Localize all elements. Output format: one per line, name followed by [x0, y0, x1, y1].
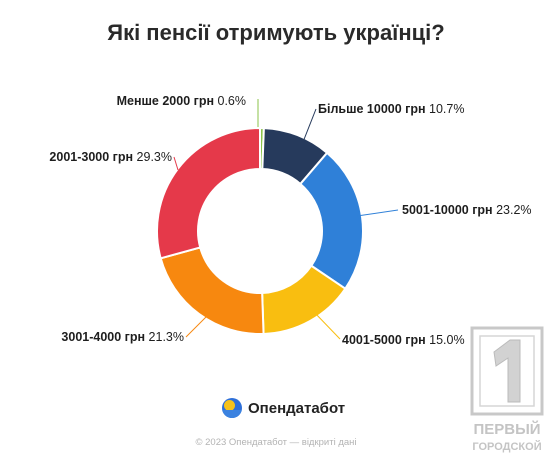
- slice-label: 5001-10000 грн 23.2%: [402, 203, 532, 217]
- leader-line: [302, 108, 317, 143]
- leader-line: [173, 156, 179, 171]
- slice-label-value: 21.3%: [149, 330, 184, 344]
- leader-line: [356, 209, 399, 217]
- leader-line: [313, 311, 341, 340]
- watermark-line1: ПЕРВЫЙ: [473, 420, 540, 438]
- slice-label: 4001-5000 грн 15.0%: [342, 333, 465, 347]
- slice-label-name: 3001-4000 грн: [61, 330, 148, 344]
- footer-credit: © 2023 Опендатабот — відкриті дані: [195, 437, 357, 448]
- slice-label-value: 23.2%: [496, 203, 531, 217]
- slice-label: 3001-4000 грн 21.3%: [61, 330, 184, 344]
- slice-label-name: Більше 10000 грн: [318, 102, 429, 116]
- slice-label-value: 10.7%: [429, 102, 464, 116]
- donut-slice: [156, 126, 261, 260]
- slice-label: Менше 2000 грн 0.6%: [117, 94, 246, 108]
- slice-label-name: 5001-10000 грн: [402, 203, 496, 217]
- donut-slice: [159, 246, 265, 335]
- slice-label: 2001-3000 грн 29.3%: [49, 150, 172, 164]
- brand: Опендатабот: [222, 398, 345, 418]
- watermark-line2: ГОРОДСКОЙ: [472, 440, 541, 453]
- slice-label-value: 0.6%: [218, 94, 247, 108]
- slice-label-name: 4001-5000 грн: [342, 333, 429, 347]
- slice-label-name: 2001-3000 грн: [49, 150, 136, 164]
- slice-label-name: Менше 2000 грн: [117, 94, 218, 108]
- slice-label-value: 15.0%: [429, 333, 464, 347]
- brand-name: Опендатабот: [248, 399, 346, 417]
- chart-title: Які пенсії отримують українці?: [107, 20, 445, 45]
- slice-label-value: 29.3%: [137, 150, 172, 164]
- slice-label: Більше 10000 грн 10.7%: [318, 102, 464, 116]
- opendatabot-logo-icon: [222, 398, 242, 418]
- leader-line: [185, 312, 211, 338]
- watermark-logo: ПЕРВЫЙ ГОРОДСКОЙ: [470, 326, 544, 453]
